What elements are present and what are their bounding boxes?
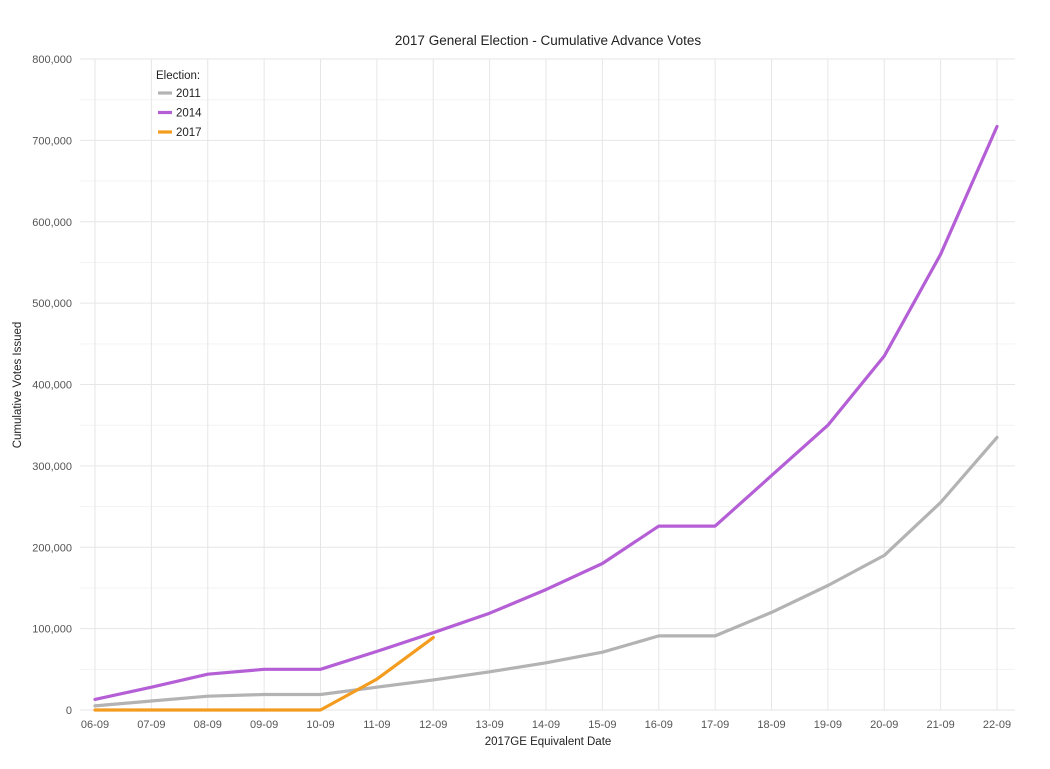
legend-label-2011: 2011 [176,88,201,100]
y-tick-label: 500,000 [32,298,72,310]
x-tick-label: 07-09 [137,719,165,731]
x-tick-label: 14-09 [532,719,560,731]
legend-label-2017: 2017 [176,127,202,139]
series-2017 [93,636,435,712]
series-line-2017 [93,636,435,712]
series-line-2011 [93,435,999,708]
series-2011 [93,435,999,708]
y-tick-label: 0 [66,705,72,717]
y-axis-title: Cumulative Votes Issued [12,322,24,449]
y-tick-label: 700,000 [32,135,72,147]
x-tick-label: 13-09 [476,719,504,731]
x-tick-label: 15-09 [588,719,616,731]
x-axis-ticks: 06-09 07-09 08-09 09-09 10-09 11-09 12-09 13-09… [81,719,1011,731]
y-tick-label: 200,000 [32,542,72,554]
series-line-2014 [93,124,999,701]
legend: Election: 2011 2014 2017 [156,70,202,139]
legend-label-2014: 2014 [176,108,202,120]
x-axis-title: 2017GE Equivalent Date [485,736,612,748]
legend-title: Election: [156,70,200,82]
y-tick-label: 100,000 [32,624,72,636]
x-tick-label: 19-09 [814,719,842,731]
x-tick-label: 21-09 [927,719,955,731]
series-2014 [93,124,999,701]
x-tick-label: 18-09 [757,719,785,731]
gridlines [80,58,1015,711]
series-lines [93,124,999,712]
x-tick-label: 22-09 [983,719,1011,731]
x-tick-label: 17-09 [701,719,729,731]
y-axis-ticks: 0 100,000 200,000 300,000 400,000 500,000 600,… [32,54,72,717]
y-tick-label: 400,000 [32,380,72,392]
x-tick-label: 12-09 [419,719,447,731]
chart-title: 2017 General Election - Cumulative Advan… [395,33,701,48]
x-tick-label: 16-09 [645,719,673,731]
x-tick-label: 08-09 [194,719,222,731]
x-tick-label: 20-09 [870,719,898,731]
x-tick-label: 10-09 [306,719,334,731]
y-tick-label: 800,000 [32,54,72,66]
x-tick-label: 09-09 [250,719,278,731]
y-tick-label: 600,000 [32,217,72,229]
x-tick-label: 11-09 [363,719,390,731]
y-tick-label: 300,000 [32,461,72,473]
x-tick-label: 06-09 [81,719,109,731]
